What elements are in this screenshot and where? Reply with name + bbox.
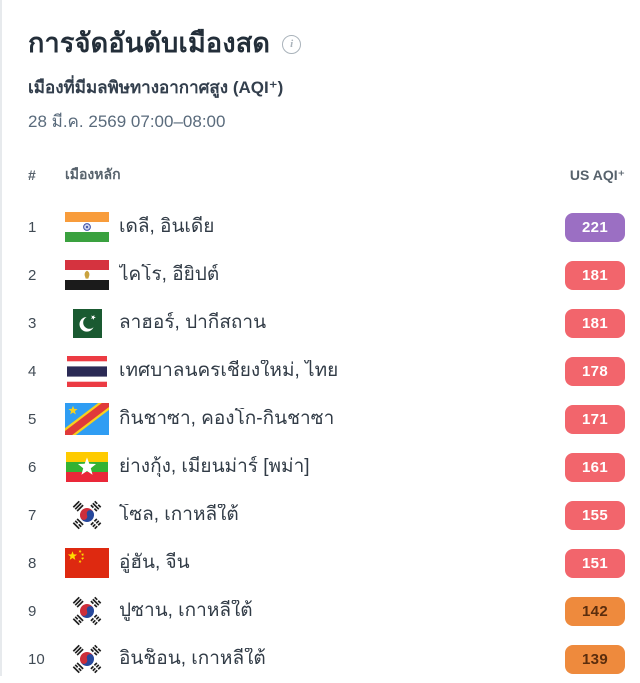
rank-number: 8 (28, 554, 37, 572)
city-column-header: เมืองหลัก (65, 166, 121, 183)
aqi-badge: 142 (565, 596, 625, 626)
rank-number: 9 (28, 602, 37, 620)
rank-number: 3 (28, 314, 37, 332)
rank-number: 10 (28, 650, 45, 668)
table-row[interactable]: 3 ลาฮอร์, ปากีสถาน 181 (28, 299, 625, 347)
aqi-badge: 181 (565, 308, 625, 338)
flag-india-icon (65, 211, 109, 243)
aqi-column-header: US AQI⁺ (569, 166, 625, 183)
flag-pakistan-icon (65, 307, 109, 339)
rank-number: 5 (28, 410, 37, 428)
aqi-badge: 151 (565, 548, 625, 578)
flag-egypt-icon (65, 259, 109, 291)
city-name[interactable]: ย่างกุ้ง, เมียนม่าร์ [พม่า] (119, 455, 310, 477)
aqi-badge: 139 (565, 644, 625, 674)
city-name[interactable]: อินช็อน, เกาหลีใต้ (119, 647, 266, 669)
aqi-badge: 171 (565, 404, 625, 434)
page-title: การจัดอันดับเมืองสด (28, 28, 271, 58)
city-name[interactable]: กินชาซา, คองโก-กินชาซา (119, 407, 335, 429)
table-row[interactable]: 1 เดลี, อินเดีย 221 (28, 203, 625, 251)
rank-number: 1 (28, 218, 37, 236)
table-row[interactable]: 6 ย่างกุ้ง, เมียนม่าร์ [พม่า] 161 (28, 443, 625, 491)
rank-number: 2 (28, 266, 37, 284)
rank-column-header: # (28, 167, 36, 184)
aqi-badge: 178 (565, 356, 625, 386)
city-name[interactable]: ลาฮอร์, ปากีสถาน (119, 311, 267, 333)
flag-myanmar-icon (65, 451, 109, 483)
title-row: การจัดอันดับเมืองสด i (28, 28, 625, 59)
table-row[interactable]: 10 อินช็อน, เกาหลีใต้ 139 (28, 635, 625, 683)
table-row[interactable]: 9 ปูซาน, เกาหลีใต้ 142 (28, 587, 625, 635)
city-name[interactable]: เดลี, อินเดีย (119, 215, 215, 237)
aqi-badge: 221 (565, 212, 625, 242)
ranking-list: 1 เดลี, อินเดีย 221 2 ไคโร, อียิปต์ 181 … (28, 203, 625, 683)
table-row[interactable]: 8 อู่ฮั่น, จีน 151 (28, 539, 625, 587)
table-row[interactable]: 5 กินชาซา, คองโก-กินชาซา 171 (28, 395, 625, 443)
aqi-badge: 161 (565, 452, 625, 482)
table-row[interactable]: 2 ไคโร, อียิปต์ 181 (28, 251, 625, 299)
rank-number: 4 (28, 362, 37, 380)
rank-number: 7 (28, 506, 37, 524)
rank-number: 6 (28, 458, 37, 476)
aqi-badge: 155 (565, 500, 625, 530)
flag-dr-congo-icon (65, 403, 109, 436)
flag-thailand-icon (65, 355, 109, 387)
aqi-badge: 181 (565, 260, 625, 290)
city-name[interactable]: อู่ฮั่น, จีน (119, 551, 190, 573)
city-name[interactable]: เทศบาลนครเชียงใหม่, ไทย (119, 359, 339, 381)
flag-china-icon (65, 547, 109, 579)
table-header: # เมืองหลัก US AQI⁺ (28, 165, 625, 185)
flag-south-korea-icon (65, 499, 109, 531)
table-row[interactable]: 4 เทศบาลนครเชียงใหม่, ไทย 178 (28, 347, 625, 395)
flag-south-korea-icon (65, 595, 109, 627)
ranking-subtitle: เมืองที่มีมลพิษทางอากาศสูง (AQI⁺) (28, 78, 284, 98)
ranking-timestamp: 28 มี.ค. 2569 07:00–08:00 (28, 112, 226, 132)
city-name[interactable]: ปูซาน, เกาหลีใต้ (119, 599, 253, 621)
city-name[interactable]: โซล, เกาหลีใต้ (119, 503, 239, 525)
table-row[interactable]: 7 โซล, เกาหลีใต้ 155 (28, 491, 625, 539)
info-icon[interactable]: i (282, 35, 302, 55)
flag-south-korea-icon (65, 643, 109, 675)
city-name[interactable]: ไคโร, อียิปต์ (119, 263, 220, 285)
